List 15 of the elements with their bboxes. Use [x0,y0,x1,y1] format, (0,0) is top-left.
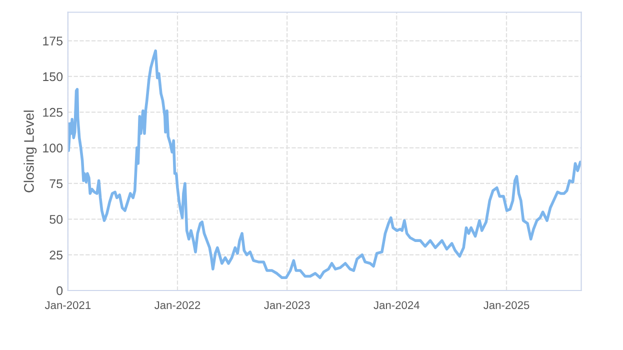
x-tick-label: Jan-2021 [44,301,91,310]
y-tick-label: 175 [43,36,63,46]
y-tick-label: 25 [50,250,63,260]
x-tick-label: Jan-2023 [264,301,310,310]
line-series [68,49,582,280]
y-tick-label: 50 [50,214,63,224]
y-tick-label: 75 [50,179,63,188]
y-axis-title: Closing Level [24,110,37,192]
y-tick-label: 125 [43,108,63,117]
y-tick-label: 150 [43,72,63,82]
x-tick-label: Jan-2025 [484,301,530,310]
y-tick-label: 0 [56,286,63,296]
y-tick-label: 100 [43,144,63,152]
x-tick-label: Jan-2024 [374,301,420,310]
x-tick-label: Jan-2022 [154,301,200,310]
